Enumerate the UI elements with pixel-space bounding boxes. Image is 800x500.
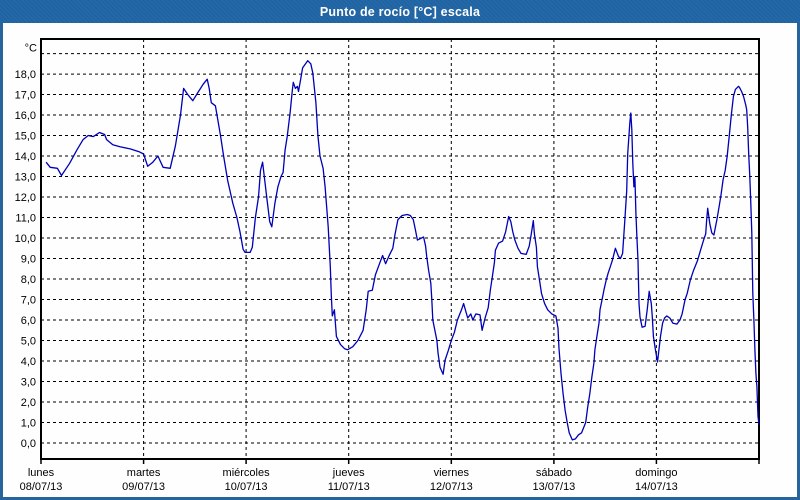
x-day-label: viernes [434,467,470,479]
y-tick-label: 12,0 [15,192,36,204]
title-bar: Punto de rocío [°C] escala [0,0,800,23]
y-tick-label: 4,0 [21,356,36,368]
window-border-bottom [0,497,800,500]
y-tick-label: 14,0 [15,151,36,163]
y-tick-label: 8,0 [21,274,36,286]
x-date-label: 09/07/13 [122,481,165,493]
plot-frame [40,38,760,460]
x-day-label: lunes [28,467,55,479]
x-date-label: 12/07/13 [430,481,473,493]
plot-background [41,39,759,459]
x-date-label: 08/07/13 [20,481,63,493]
y-tick-label: 9,0 [21,254,36,266]
x-day-label: miércoles [223,467,271,479]
chart-area: 0,0 1,0 2,0 3,0 4,0 5,0 6,0 7,0 8,0 9,0 10,0 11,0 12… [3,23,797,497]
window-border-right [797,23,800,500]
y-tick-label: 1,0 [21,418,36,430]
y-tick-label: 10,0 [15,233,36,245]
chart-svg: 0,0 1,0 2,0 3,0 4,0 5,0 6,0 7,0 8,0 9,0 10,0 11,0 12… [15,38,760,493]
x-day-label: jueves [332,467,365,479]
y-tick-label: 13,0 [15,172,36,184]
x-date-label: 11/07/13 [328,481,370,493]
y-tick-label: 3,0 [21,377,36,389]
x-day-label: sábado [536,467,572,479]
x-day-label: martes [127,467,161,479]
dewpoint-line [45,60,760,441]
x-date-label: 10/07/13 [225,481,268,493]
chart-title: Punto de rocío [°C] escala [319,4,481,19]
y-tick-label: 11,0 [15,213,36,225]
y-tick-label: 5,0 [21,336,36,348]
y-axis-unit-label: °C [25,43,37,55]
y-tick-label: 17,0 [15,90,36,102]
y-tick-label: 7,0 [21,295,36,307]
y-tick-label: 15,0 [15,131,36,143]
y-tick-label: 6,0 [21,315,36,327]
y-tick-label: 0,0 [21,438,36,450]
window-border-left [0,23,3,500]
y-tick-label: 2,0 [21,397,36,409]
y-tick-label: 18,0 [15,69,36,81]
x-date-label: 14/07/13 [635,481,678,493]
y-tick-label: 16,0 [15,110,36,122]
x-day-label: domingo [635,467,677,479]
x-date-label: 13/07/13 [532,481,575,493]
